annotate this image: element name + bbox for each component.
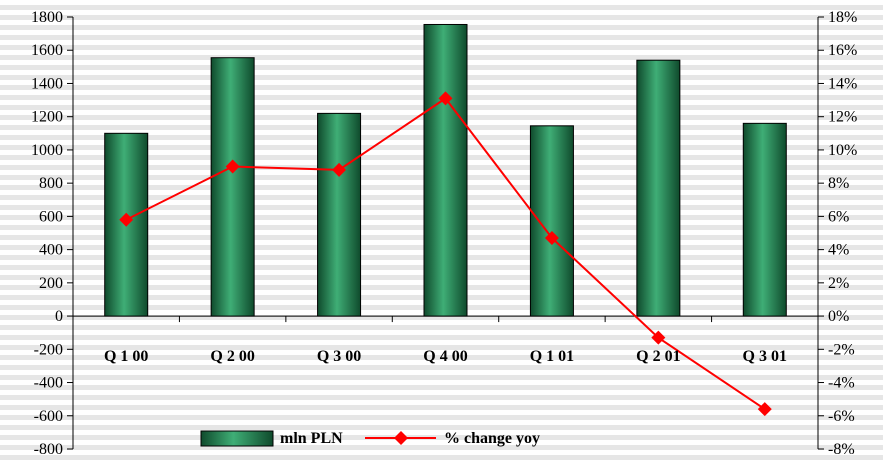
legend-bar-swatch bbox=[200, 430, 274, 447]
y-right-tick-label: -2% bbox=[828, 341, 855, 358]
y-left-tick-label: 1400 bbox=[31, 75, 63, 92]
legend: mln PLN % change yoy bbox=[200, 430, 540, 447]
bar-7 bbox=[742, 122, 787, 317]
yoy-marker-7 bbox=[757, 402, 772, 417]
y-left-tick-label: -800 bbox=[34, 441, 63, 458]
yoy-marker-3 bbox=[332, 162, 347, 177]
y-right-tick-label: 0% bbox=[828, 308, 849, 325]
x-category-label: Q 3 01 bbox=[743, 348, 787, 365]
bars bbox=[104, 23, 787, 317]
y-left-tick-label: 1800 bbox=[31, 9, 63, 26]
y-left-tick-label: 0 bbox=[55, 308, 63, 325]
y-right-tick-label: 16% bbox=[828, 42, 857, 59]
x-category-label: Q 3 00 bbox=[317, 348, 361, 365]
legend-bar-label: mln PLN bbox=[280, 430, 343, 447]
y-right-tick-label: 10% bbox=[828, 142, 857, 159]
bar-3 bbox=[317, 112, 362, 317]
y-left-tick-label: 600 bbox=[39, 208, 63, 225]
legend-line-label: % change yoy bbox=[444, 430, 540, 447]
y-left-tick-label: 800 bbox=[39, 175, 63, 192]
x-category-label: Q 4 00 bbox=[423, 348, 467, 365]
y-left-tick-label: -600 bbox=[34, 408, 63, 425]
yoy-line bbox=[119, 91, 772, 417]
x-category-label: Q 1 01 bbox=[530, 348, 574, 365]
y-right-tick-label: -4% bbox=[828, 375, 855, 392]
bar-6 bbox=[636, 59, 681, 317]
y-left-tick-label: -200 bbox=[34, 341, 63, 358]
yoy-marker-2 bbox=[225, 159, 240, 174]
y-right-tick-label: 6% bbox=[828, 208, 849, 225]
x-category-label: Q 2 01 bbox=[636, 348, 680, 365]
bar-2 bbox=[210, 57, 255, 317]
yoy-marker-6 bbox=[651, 330, 666, 345]
x-category-label: Q 2 00 bbox=[210, 348, 254, 365]
labels: -800 -600 -400 -200 0 200 400 600 800 1000 1200 140… bbox=[31, 9, 857, 458]
y-right-tick-label: 12% bbox=[828, 109, 857, 126]
y-right-tick-label: 8% bbox=[828, 175, 849, 192]
y-left-tick-label: 1200 bbox=[31, 109, 63, 126]
y-left-tick-label: 200 bbox=[39, 275, 63, 292]
legend-line-marker bbox=[394, 431, 408, 445]
y-right-tick-label: -8% bbox=[828, 441, 855, 458]
y-left-tick-label: 1600 bbox=[31, 42, 63, 59]
bar-5 bbox=[529, 125, 574, 317]
y-right-tick-label: 14% bbox=[828, 75, 857, 92]
y-left-tick-label: 400 bbox=[39, 242, 63, 259]
yoy-marker-4 bbox=[438, 91, 453, 106]
yoy-marker-1 bbox=[119, 212, 134, 227]
yoy-marker-5 bbox=[544, 230, 559, 245]
y-right-tick-label: 2% bbox=[828, 275, 849, 292]
y-right-tick-label: 18% bbox=[828, 9, 857, 26]
y-right-tick-label: -6% bbox=[828, 408, 855, 425]
x-category-label: Q 1 00 bbox=[104, 348, 148, 365]
y-left-tick-label: 1000 bbox=[31, 142, 63, 159]
y-left-tick-label: -400 bbox=[34, 375, 63, 392]
bar-4 bbox=[423, 23, 468, 317]
y-right-tick-label: 4% bbox=[828, 242, 849, 259]
